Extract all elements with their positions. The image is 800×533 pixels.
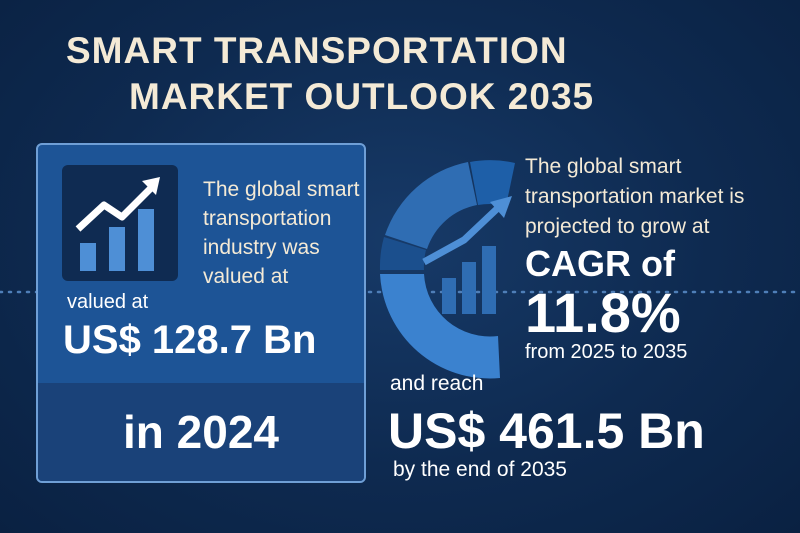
- cagr-label: CAGR of: [525, 243, 675, 284]
- card-label: valued at: [67, 291, 149, 313]
- right-description: The global smart transportation market i…: [525, 155, 745, 238]
- chart-icon: [62, 165, 178, 281]
- title-line: MARKET OUTLOOK 2035: [129, 76, 595, 117]
- donut-graphic: [379, 160, 515, 379]
- card-description: The global smart transportation industry…: [203, 178, 360, 288]
- reach-label: and reach: [390, 372, 484, 395]
- reach-value: US$ 461.5 Bn: [388, 403, 705, 459]
- card-value: US$ 128.7 Bn: [63, 318, 317, 362]
- cagr-value: 11.8%: [525, 281, 681, 344]
- card-year: in 2024: [123, 406, 279, 458]
- cagr-period: from 2025 to 2035: [525, 341, 688, 363]
- reach-note: by the end of 2035: [393, 458, 567, 481]
- title-line: SMART TRANSPORTATION: [66, 30, 568, 71]
- card-footer: [38, 383, 364, 481]
